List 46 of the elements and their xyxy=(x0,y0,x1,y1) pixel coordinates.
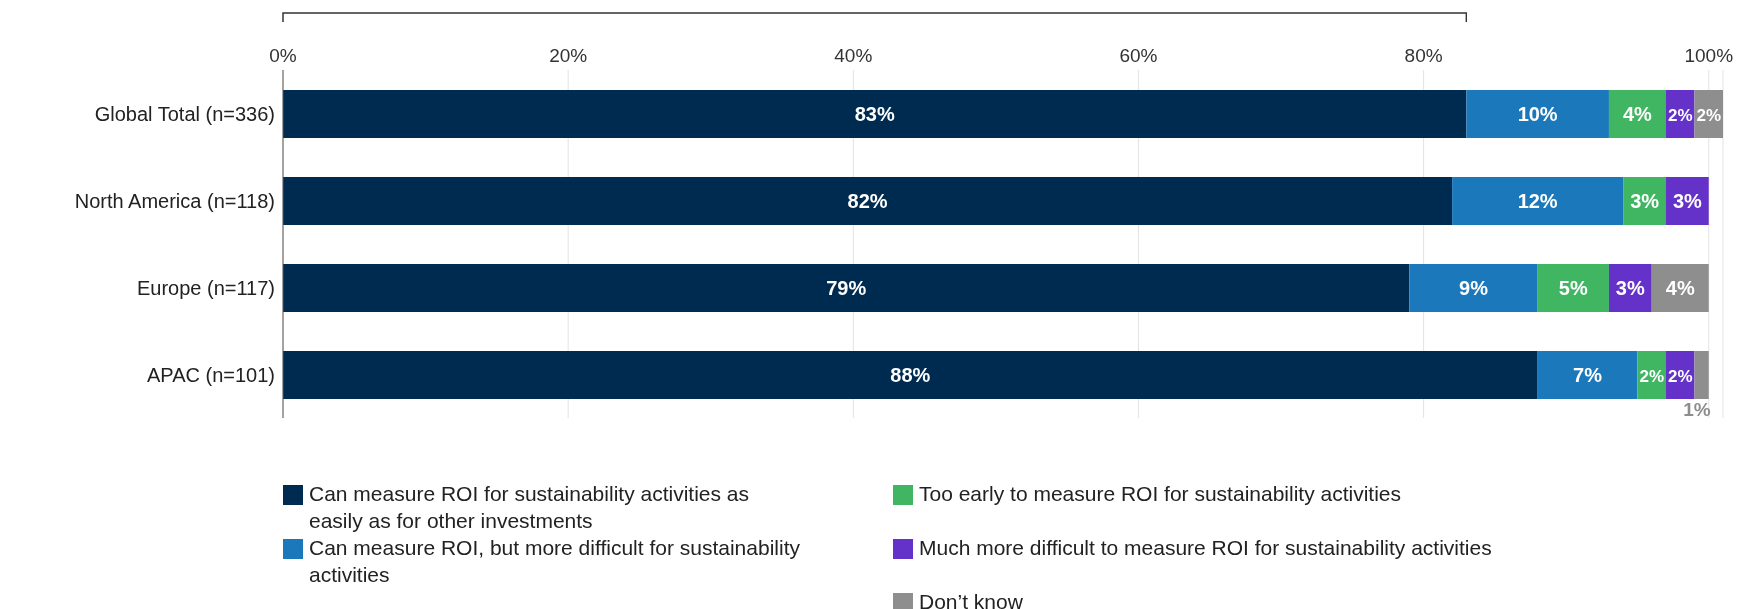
data-label: 12% xyxy=(1517,190,1558,212)
y-tick-label: APAC (n=101) xyxy=(146,363,275,386)
x-tick-label: 20% xyxy=(549,45,588,66)
bar xyxy=(1409,264,1538,312)
data-label: 1% xyxy=(1683,399,1711,420)
bar xyxy=(1466,90,1609,138)
data-label: 4% xyxy=(1665,277,1695,299)
bar xyxy=(283,177,1453,225)
data-label: 3% xyxy=(1615,277,1645,299)
data-label: 4% xyxy=(1623,103,1653,125)
bar xyxy=(1537,264,1609,312)
data-label: 2% xyxy=(1639,367,1664,386)
bar xyxy=(283,264,1410,312)
x-tick-label: 60% xyxy=(1119,45,1158,66)
data-label: 79% xyxy=(826,277,867,299)
legend-label: Don’t know xyxy=(919,589,1023,609)
bar xyxy=(283,351,1538,399)
data-label: 82% xyxy=(847,190,888,212)
data-label: 2% xyxy=(1667,367,1693,386)
data-label: 88% xyxy=(890,364,931,386)
bar xyxy=(1651,264,1709,312)
data-label: 3% xyxy=(1630,190,1660,212)
y-tick-label: Europe (n=117) xyxy=(136,276,275,299)
x-tick-label: 100% xyxy=(1684,45,1734,66)
data-label: 2% xyxy=(1696,106,1722,125)
bar xyxy=(1537,351,1638,399)
data-label: 3% xyxy=(1672,190,1703,212)
x-tick-label: 40% xyxy=(834,45,873,66)
data-label: 83% xyxy=(854,103,895,125)
bar xyxy=(1608,90,1666,138)
legend-label: Can measure ROI for sustainability activities as easily as for other investments xyxy=(309,481,750,534)
y-tick-label: Global Total (n=336) xyxy=(94,102,275,125)
data-label: 10% xyxy=(1517,103,1558,125)
x-tick-label: 0% xyxy=(269,45,297,66)
data-label: 9% xyxy=(1459,277,1489,299)
bar xyxy=(283,90,1467,138)
bar xyxy=(1694,351,1709,399)
legend-label: Can measure ROI, but more difficult for sustainability activities xyxy=(309,535,801,588)
x-tick-label: 80% xyxy=(1404,45,1443,66)
data-label: 2% xyxy=(1667,106,1693,125)
data-label: 7% xyxy=(1573,364,1603,386)
y-tick-label: North America (n=118) xyxy=(74,189,275,212)
legend-label: Much more difficult to measure ROI for sustainability activities xyxy=(919,535,1492,561)
data-label: 5% xyxy=(1558,277,1588,299)
bar xyxy=(1452,177,1624,225)
legend-label: Too early to measure ROI for sustainability activities xyxy=(919,481,1402,507)
